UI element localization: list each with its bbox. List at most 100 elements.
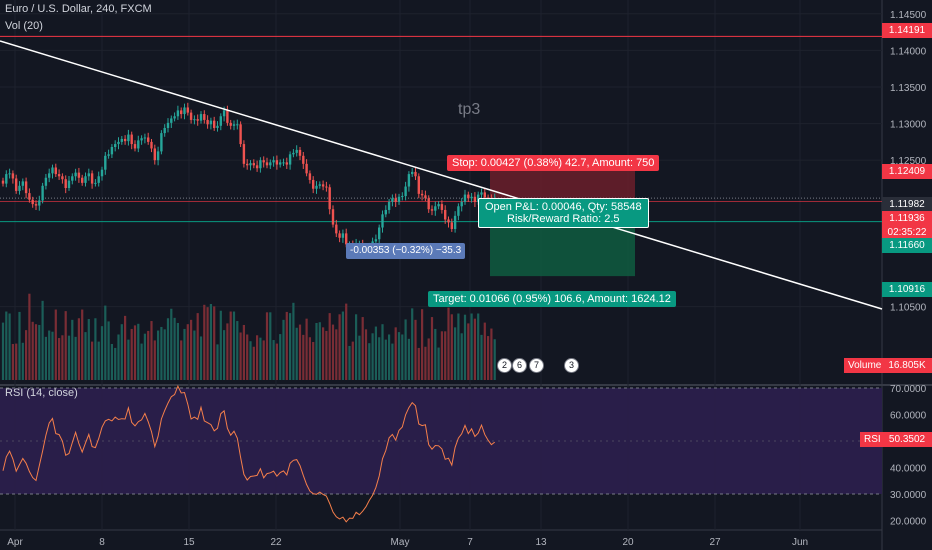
stop-label[interactable]: Stop: 0.00427 (0.38%) 42.7, Amount: 750 xyxy=(447,155,660,171)
volume-bar xyxy=(463,314,467,380)
volume-bar xyxy=(87,319,90,380)
event-badge[interactable]: 3 xyxy=(564,358,579,373)
volume-bar xyxy=(404,319,407,380)
candle-body xyxy=(137,140,140,149)
volume-bar xyxy=(107,321,110,380)
volume-bar xyxy=(176,323,179,380)
candle-body xyxy=(71,176,74,181)
volume-bar xyxy=(203,304,206,380)
candle-body xyxy=(67,180,71,188)
candle-body xyxy=(104,155,107,170)
candle-body xyxy=(384,209,387,215)
candle-body xyxy=(315,185,318,189)
volume-bar xyxy=(71,319,74,380)
rsi-legend[interactable]: RSI (14, close) xyxy=(5,387,78,399)
candle-body xyxy=(160,133,163,152)
price-lines xyxy=(0,35,882,223)
target-label[interactable]: Target: 0.01066 (0.95%) 106.6, Amount: 1… xyxy=(428,291,676,307)
candle-body xyxy=(203,114,206,120)
rsi-value-tag: 50.3502 xyxy=(882,432,932,447)
rsi-polyline xyxy=(2,384,496,523)
candle-body xyxy=(470,196,473,199)
candle-body xyxy=(265,162,269,166)
volume-bar xyxy=(5,311,8,380)
candle-body xyxy=(401,196,404,198)
candle-body xyxy=(51,167,54,174)
candle-body xyxy=(302,155,305,164)
volume-bar xyxy=(473,318,476,380)
volume-bar xyxy=(460,333,463,380)
trendline[interactable] xyxy=(0,40,883,310)
measure-label[interactable]: -0.00353 (−0.32%) −35.3 xyxy=(346,243,466,259)
volume-bar xyxy=(312,342,315,380)
rsi-tick-label: 70.0000 xyxy=(890,384,927,395)
candle-body xyxy=(447,219,450,223)
candle-body xyxy=(394,198,397,202)
candle-body xyxy=(453,215,457,229)
volume-bar xyxy=(157,330,160,380)
volume-bar xyxy=(190,319,193,380)
volume-legend[interactable]: Vol (20) xyxy=(5,20,43,32)
volume-bar xyxy=(285,311,288,380)
event-badge[interactable]: 6 xyxy=(512,358,527,373)
volume-bar xyxy=(199,336,203,380)
volume-bar xyxy=(308,337,311,380)
candle-body xyxy=(153,148,156,161)
candle-body xyxy=(374,239,378,242)
candle-body xyxy=(206,119,209,125)
candle-body xyxy=(133,144,137,149)
volume-bar xyxy=(38,324,41,380)
candle-body xyxy=(21,181,24,186)
candle-body xyxy=(127,134,130,142)
volume-bar xyxy=(124,315,127,380)
volume-bar xyxy=(335,329,338,380)
volume-bar xyxy=(31,321,34,380)
candle-body xyxy=(345,233,348,245)
candle-body xyxy=(312,179,315,189)
volume-bar xyxy=(229,311,232,380)
volume-bar xyxy=(454,327,457,380)
symbol-legend[interactable]: Euro / U.S. Dollar, 240, FXCM xyxy=(5,3,152,15)
candle-body xyxy=(417,176,420,194)
price-tick-label: 1.14000 xyxy=(890,46,927,57)
candle-body xyxy=(11,173,15,179)
candle-body xyxy=(90,173,94,184)
candle-body xyxy=(150,141,153,149)
pnl-label[interactable]: Open P&L: 0.00046, Qty: 58548 Risk/Rewar… xyxy=(478,198,649,228)
volume-bar xyxy=(74,336,77,380)
candle-body xyxy=(130,134,133,145)
candle-body xyxy=(397,196,401,202)
candle-body xyxy=(81,177,84,183)
candle-body xyxy=(5,174,8,184)
candle-body xyxy=(180,110,183,115)
candle-body xyxy=(216,125,219,128)
volume-bar xyxy=(25,330,28,380)
event-badge[interactable]: 2 xyxy=(497,358,512,373)
trendline-segment[interactable] xyxy=(0,40,883,310)
rsi-tick-label: 40.0000 xyxy=(890,464,927,475)
candle-body xyxy=(186,107,189,113)
event-badge[interactable]: 7 xyxy=(529,358,544,373)
candle-body xyxy=(100,169,104,177)
candle-body xyxy=(236,124,239,126)
candle-body xyxy=(28,193,31,200)
candle-body xyxy=(8,173,11,175)
candle-body xyxy=(328,187,331,210)
volume-bar xyxy=(44,336,47,380)
candle-body xyxy=(74,172,77,177)
volume-bar xyxy=(437,347,440,380)
candle-body xyxy=(325,186,328,188)
volume-bar xyxy=(170,308,173,380)
tp3-annotation[interactable]: tp3 xyxy=(458,101,481,118)
volume-bar xyxy=(295,327,298,380)
volume-bar xyxy=(298,324,302,380)
candle-body xyxy=(460,201,463,207)
volume-bar xyxy=(11,343,14,380)
volume-bar xyxy=(457,313,460,380)
time-tick-label: May xyxy=(391,537,410,548)
candle-body xyxy=(269,162,272,166)
volume-bar xyxy=(394,327,397,380)
volume-bar xyxy=(150,321,153,380)
candle-body xyxy=(262,160,265,163)
